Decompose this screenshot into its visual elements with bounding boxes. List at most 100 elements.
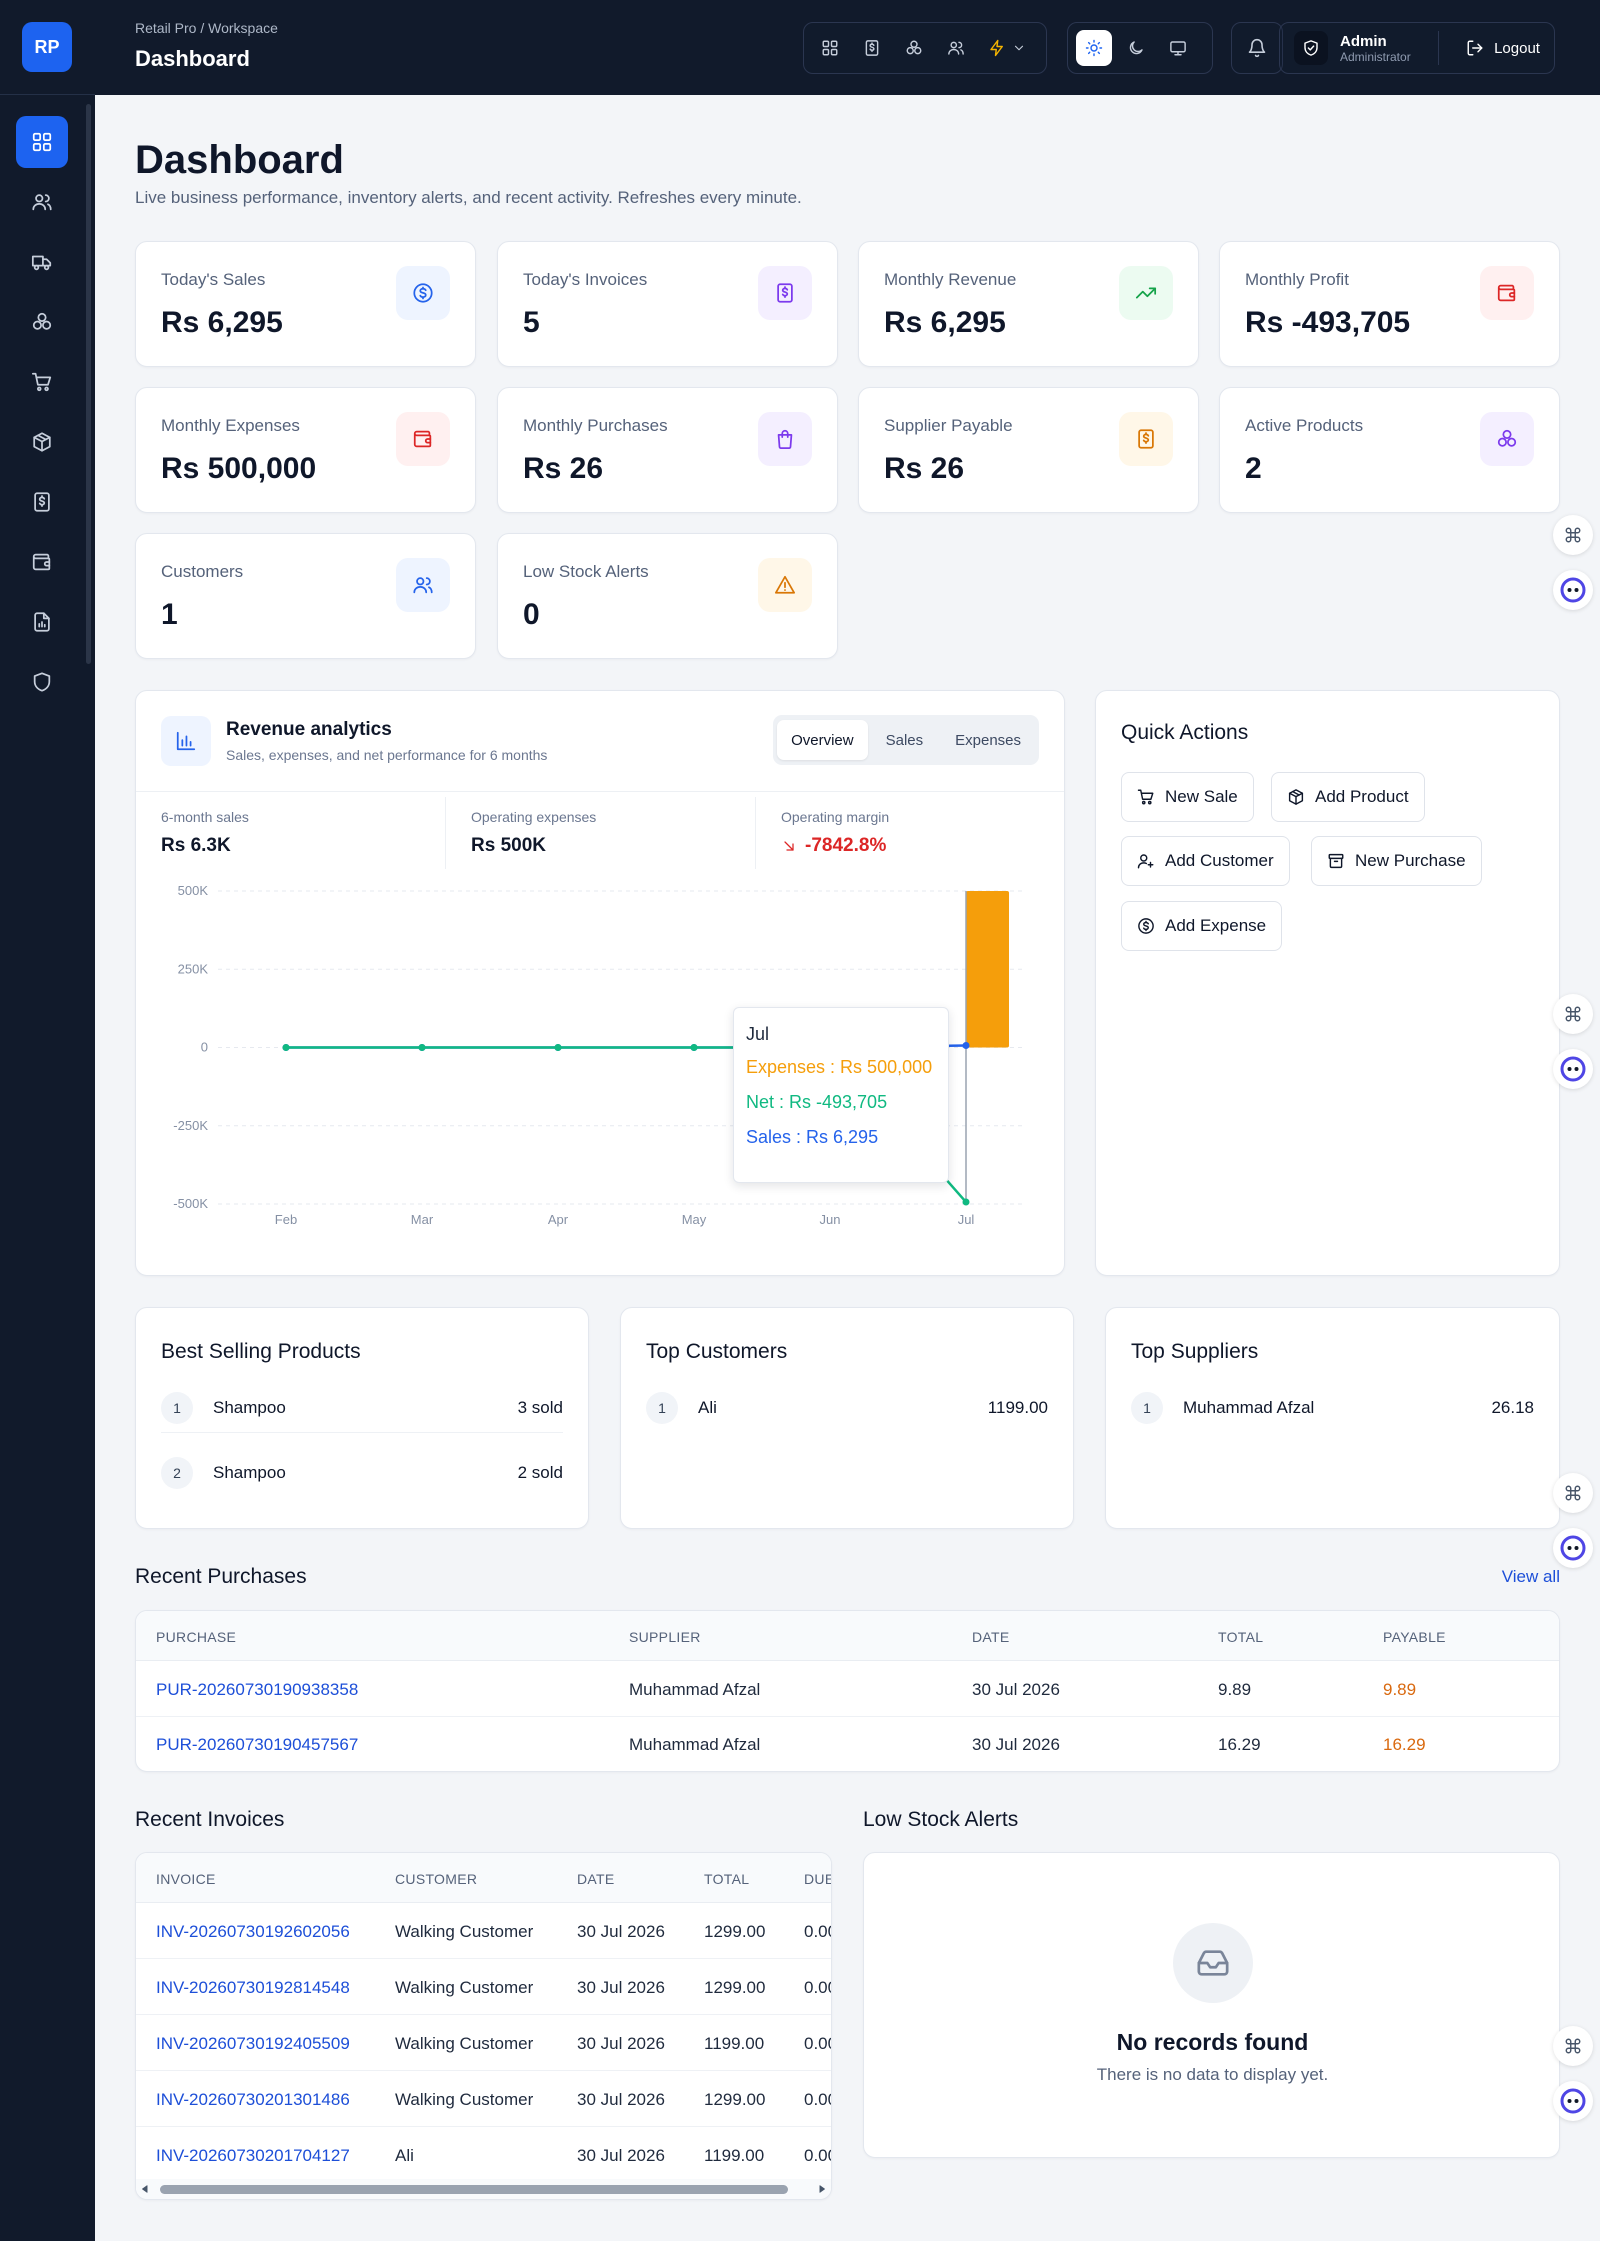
stat-icon-badge <box>758 266 812 320</box>
invoice-link[interactable]: INV-20260730192814548 <box>156 1978 350 1997</box>
assistant-icon <box>1560 1535 1586 1561</box>
app-logo[interactable]: RP <box>22 22 72 72</box>
stat-icon-badge <box>1119 412 1173 466</box>
purchase-link[interactable]: PUR-20260730190938358 <box>156 1680 359 1699</box>
assistant-bubble-button[interactable] <box>1553 1528 1593 1568</box>
system-theme-button[interactable] <box>1160 30 1196 66</box>
stat-card-low-stock-alerts[interactable]: Low Stock Alerts 0 <box>497 533 838 659</box>
light-theme-button[interactable] <box>1076 30 1112 66</box>
stat-card-monthly-expenses[interactable]: Monthly Expenses Rs 500,000 <box>135 387 476 513</box>
stat-label: Customers <box>161 562 244 581</box>
wallet-icon <box>1496 282 1518 304</box>
stat-icon-badge <box>1480 266 1534 320</box>
logout-button[interactable]: Logout <box>1466 39 1540 57</box>
total-cell: 1299.00 <box>704 1922 766 1941</box>
stat-value: Rs 6,295 <box>884 306 1006 339</box>
sidebar-item-shield[interactable] <box>16 656 68 708</box>
stat-card-today-s-sales[interactable]: Today's Sales Rs 6,295 <box>135 241 476 367</box>
column-header[interactable]: PURCHASE <box>156 1629 237 1645</box>
tab-expenses[interactable]: Expenses <box>955 731 1021 749</box>
sidebar-item-package[interactable] <box>16 416 68 468</box>
sidebar-item-grid[interactable] <box>16 116 68 168</box>
sidebar-item-receipt[interactable] <box>16 476 68 528</box>
column-header[interactable]: SUPPLIER <box>629 1629 701 1645</box>
table-row[interactable]: INV-20260730192405509 Walking Customer 30 … <box>136 2015 831 2071</box>
top-suppliers-title: Top Suppliers <box>1131 1340 1259 1363</box>
scrollbar-thumb[interactable] <box>160 2185 788 2194</box>
invoice-link[interactable]: INV-20260730201704127 <box>156 2146 350 2165</box>
command-palette-button[interactable] <box>1553 994 1593 1034</box>
stat-card-supplier-payable[interactable]: Supplier Payable Rs 26 <box>858 387 1199 513</box>
button-label: Add Customer <box>1165 851 1274 870</box>
table-row[interactable]: PUR-20260730190457567 Muhammad Afzal 30 … <box>136 1717 1559 1771</box>
assistant-bubble-button[interactable] <box>1553 2081 1593 2121</box>
list-item[interactable]: 2 Shampoo 2 sold <box>161 1448 563 1498</box>
add-customer-button[interactable]: Add Customer <box>1121 836 1290 886</box>
quick-dashboard-button[interactable] <box>812 30 848 66</box>
quick-actions-dropdown[interactable] <box>980 30 1034 66</box>
table-row[interactable]: INV-20260730192814548 Walking Customer 30 … <box>136 1959 831 2015</box>
column-header[interactable]: INVOICE <box>156 1871 216 1887</box>
account-panel: Admin Administrator Logout <box>1279 22 1555 74</box>
sidebar-item-truck[interactable] <box>16 236 68 288</box>
stat-card-customers[interactable]: Customers 1 <box>135 533 476 659</box>
assistant-bubble-button[interactable] <box>1553 1049 1593 1089</box>
tab-overview[interactable]: Overview <box>777 720 868 760</box>
stat-label: Today's Sales <box>161 270 266 289</box>
tab-sales[interactable]: Sales <box>885 731 924 749</box>
command-palette-button[interactable] <box>1553 1473 1593 1513</box>
stat-card-monthly-profit[interactable]: Monthly Profit Rs -493,705 <box>1219 241 1560 367</box>
command-palette-button[interactable] <box>1553 2026 1593 2066</box>
column-header[interactable]: CUSTOMER <box>395 1871 478 1887</box>
sidebar-item-wallet[interactable] <box>16 536 68 588</box>
new-sale-button[interactable]: New Sale <box>1121 772 1254 822</box>
y-tick-label: 500K <box>178 883 209 898</box>
quick-customers-button[interactable] <box>938 30 974 66</box>
breadcrumb[interactable]: Retail Pro / Workspace <box>135 20 278 36</box>
new-purchase-button[interactable]: New Purchase <box>1311 836 1482 886</box>
table-row[interactable]: INV-20260730201301486 Walking Customer 30 … <box>136 2071 831 2127</box>
list-item[interactable]: 1 Ali 1199.00 <box>646 1383 1048 1433</box>
quick-invoices-button[interactable] <box>854 30 890 66</box>
table-row[interactable]: INV-20260730201704127 Ali 30 Jul 2026 1199.… <box>136 2127 831 2183</box>
sidebar-item-report[interactable] <box>16 596 68 648</box>
column-header[interactable]: DUE <box>804 1871 832 1887</box>
table-row[interactable]: INV-20260730192602056 Walking Customer 30 … <box>136 1903 831 1959</box>
stat-card-active-products[interactable]: Active Products 2 <box>1219 387 1560 513</box>
stat-card-monthly-purchases[interactable]: Monthly Purchases Rs 26 <box>497 387 838 513</box>
list-item[interactable]: 1 Shampoo 3 sold <box>161 1383 563 1433</box>
list-item[interactable]: 1 Muhammad Afzal 26.18 <box>1131 1383 1534 1433</box>
column-header[interactable]: PAYABLE <box>1383 1629 1446 1645</box>
sidebar-item-cart[interactable] <box>16 356 68 408</box>
invoice-link[interactable]: INV-20260730192405509 <box>156 2034 350 2053</box>
empty-subtitle: There is no data to display yet. <box>1096 2065 1329 2084</box>
column-header[interactable]: DATE <box>577 1871 615 1887</box>
stat-card-monthly-revenue[interactable]: Monthly Revenue Rs 6,295 <box>858 241 1199 367</box>
add-product-button[interactable]: Add Product <box>1271 772 1425 822</box>
table-row[interactable]: PUR-20260730190938358 Muhammad Afzal 30 … <box>136 1661 1559 1717</box>
cart-icon <box>1137 788 1155 806</box>
assistant-bubble-button[interactable] <box>1553 570 1593 610</box>
admin-name: Admin <box>1340 32 1387 50</box>
date-cell: 30 Jul 2026 <box>972 1735 1060 1754</box>
invoice-link[interactable]: INV-20260730192602056 <box>156 1922 350 1941</box>
sidebar-scrollbar[interactable] <box>86 104 91 664</box>
quick-products-button[interactable] <box>896 30 932 66</box>
view-all-link[interactable]: View all <box>1501 1567 1560 1586</box>
stat-value: Rs 26 <box>523 452 604 485</box>
command-palette-button[interactable] <box>1553 515 1593 555</box>
invoice-link[interactable]: INV-20260730201301486 <box>156 2090 350 2109</box>
dark-theme-button[interactable] <box>1118 30 1154 66</box>
sidebar-item-users[interactable] <box>16 176 68 228</box>
admin-profile[interactable]: Admin Administrator <box>1294 31 1411 65</box>
purchase-link[interactable]: PUR-20260730190457567 <box>156 1735 359 1754</box>
column-header[interactable]: DATE <box>972 1629 1010 1645</box>
add-expense-button[interactable]: Add Expense <box>1121 901 1283 951</box>
column-header[interactable]: TOTAL <box>1218 1629 1264 1645</box>
sidebar-item-boxes[interactable] <box>16 296 68 348</box>
horizontal-scrollbar[interactable] <box>136 2179 831 2199</box>
stat-card-today-s-invoices[interactable]: Today's Invoices 5 <box>497 241 838 367</box>
tooltip-sales: Sales : Rs 6,295 <box>746 1127 879 1147</box>
column-header[interactable]: TOTAL <box>704 1871 750 1887</box>
notifications-button[interactable] <box>1231 22 1283 74</box>
